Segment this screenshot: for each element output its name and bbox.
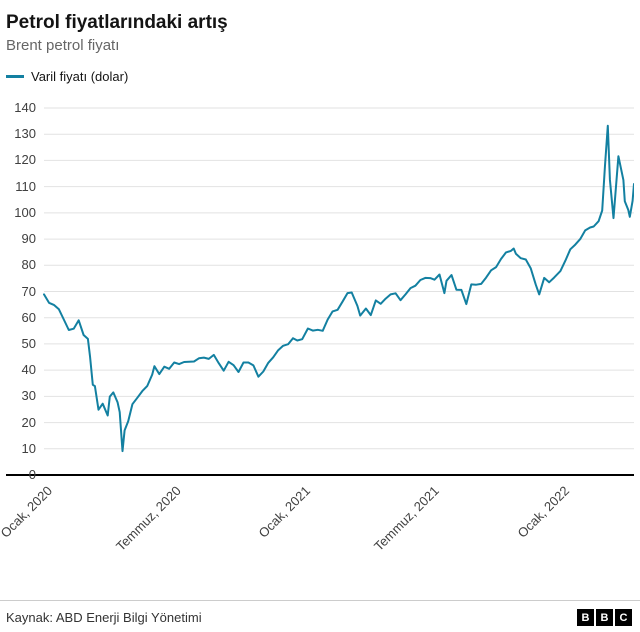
chart-area: 0 10 20 30 40 50 60 70 80 90 100 110 120 130 140 Ocak,… [0,97,634,579]
line-chart [6,107,634,476]
legend-line-swatch [6,75,24,78]
legend-label: Varil fiyatı (dolar) [31,69,129,84]
x-tick-label: Ocak, 2020 [0,483,55,541]
x-tick-label: Temmuz, 2020 [112,483,184,554]
x-tick-label: Temmuz, 2021 [370,483,442,554]
bbc-logo-block: B [577,609,594,626]
bbc-logo-block: B [596,609,613,626]
header: Petrol fiyatlarındaki artış Brent petrol… [0,0,640,56]
source-text: Kaynak: ABD Enerji Bilgi Yönetimi [6,610,202,625]
x-tick-label: Ocak, 2021 [255,483,314,541]
chart-subtitle: Brent petrol fiyatı [6,37,120,54]
price-line [43,124,634,453]
legend: Varil fiyatı (dolar) [6,68,640,85]
bbc-logo-block: C [615,609,632,626]
x-tick-label: Ocak, 2022 [514,483,572,541]
chart-title: Petrol fiyatlarındaki artış [6,12,228,33]
